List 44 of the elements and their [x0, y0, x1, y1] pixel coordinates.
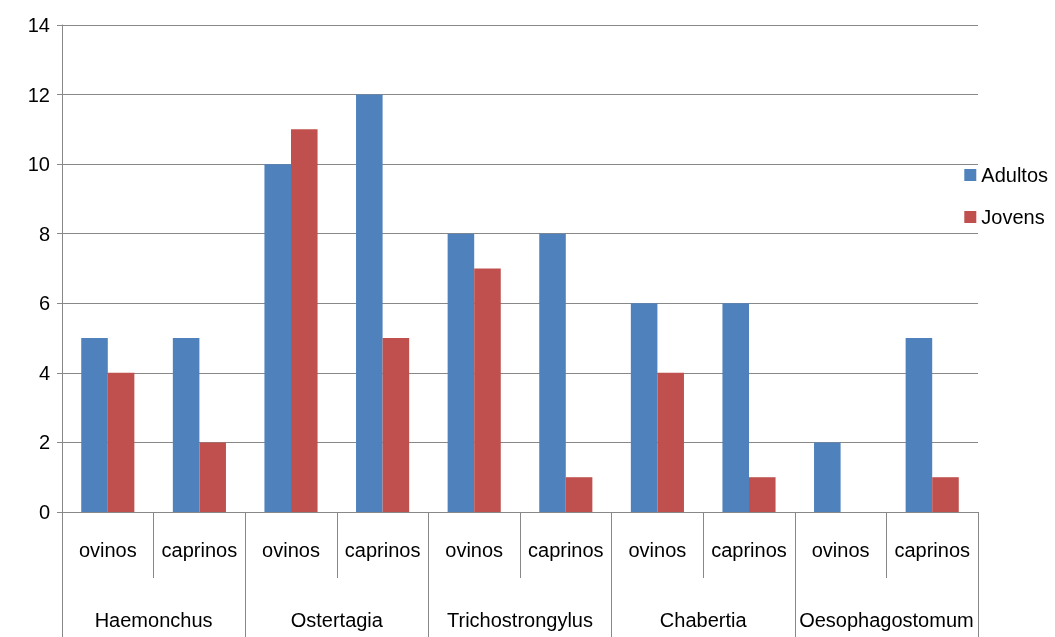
- bar: [932, 477, 959, 512]
- y-tick-label: 14: [27, 14, 50, 36]
- x-tick-label: ovinos: [628, 539, 687, 561]
- text: Ostertagia: [290, 609, 384, 631]
- x-tick-label: caprinos: [894, 539, 970, 561]
- bar: [539, 233, 566, 512]
- y-tick-label: 10: [27, 153, 50, 176]
- x-tick-label: caprinos: [344, 539, 421, 561]
- bar: [107, 372, 135, 512]
- x-tick-label: ovinos: [78, 539, 137, 561]
- bar: [264, 164, 291, 512]
- text: Trichostrongylus: [447, 609, 593, 631]
- x-tick-label: ovinos: [811, 539, 870, 561]
- text: Haemonchus: [94, 609, 213, 631]
- y-tick-label: 6: [38, 292, 50, 315]
- bar: [172, 338, 200, 512]
- bar: [814, 442, 841, 512]
- bar: [356, 94, 383, 512]
- x-tick-label: caprinos: [711, 539, 787, 561]
- y-tick-label: 2: [38, 431, 50, 454]
- bar: [199, 442, 226, 512]
- y-tick-label: 0: [38, 501, 50, 523]
- y-tick-label: 4: [38, 361, 50, 384]
- bar: [749, 477, 776, 512]
- bar: [565, 477, 593, 512]
- x-tick-label: ovinos: [445, 539, 504, 561]
- bar: [447, 233, 475, 512]
- x-tick-label: ovinos: [262, 539, 320, 561]
- bar: [722, 303, 749, 512]
- bar: [291, 129, 318, 512]
- bar: [474, 268, 501, 512]
- text: Oesophagostomum: [799, 609, 974, 631]
- bar: [81, 338, 108, 512]
- legend-label: Jovens: [981, 206, 1045, 228]
- legend-label: Adultos: [981, 164, 1049, 186]
- bar: [630, 303, 658, 512]
- y-tick-label: 8: [38, 222, 50, 245]
- bar: [657, 372, 684, 512]
- bar: [905, 338, 933, 512]
- x-tick-label: caprinos: [161, 539, 238, 561]
- y-tick-label: 12: [27, 83, 50, 106]
- text: Chabertia: [659, 609, 748, 631]
- bar: [382, 338, 410, 512]
- x-tick-label: caprinos: [528, 539, 604, 561]
